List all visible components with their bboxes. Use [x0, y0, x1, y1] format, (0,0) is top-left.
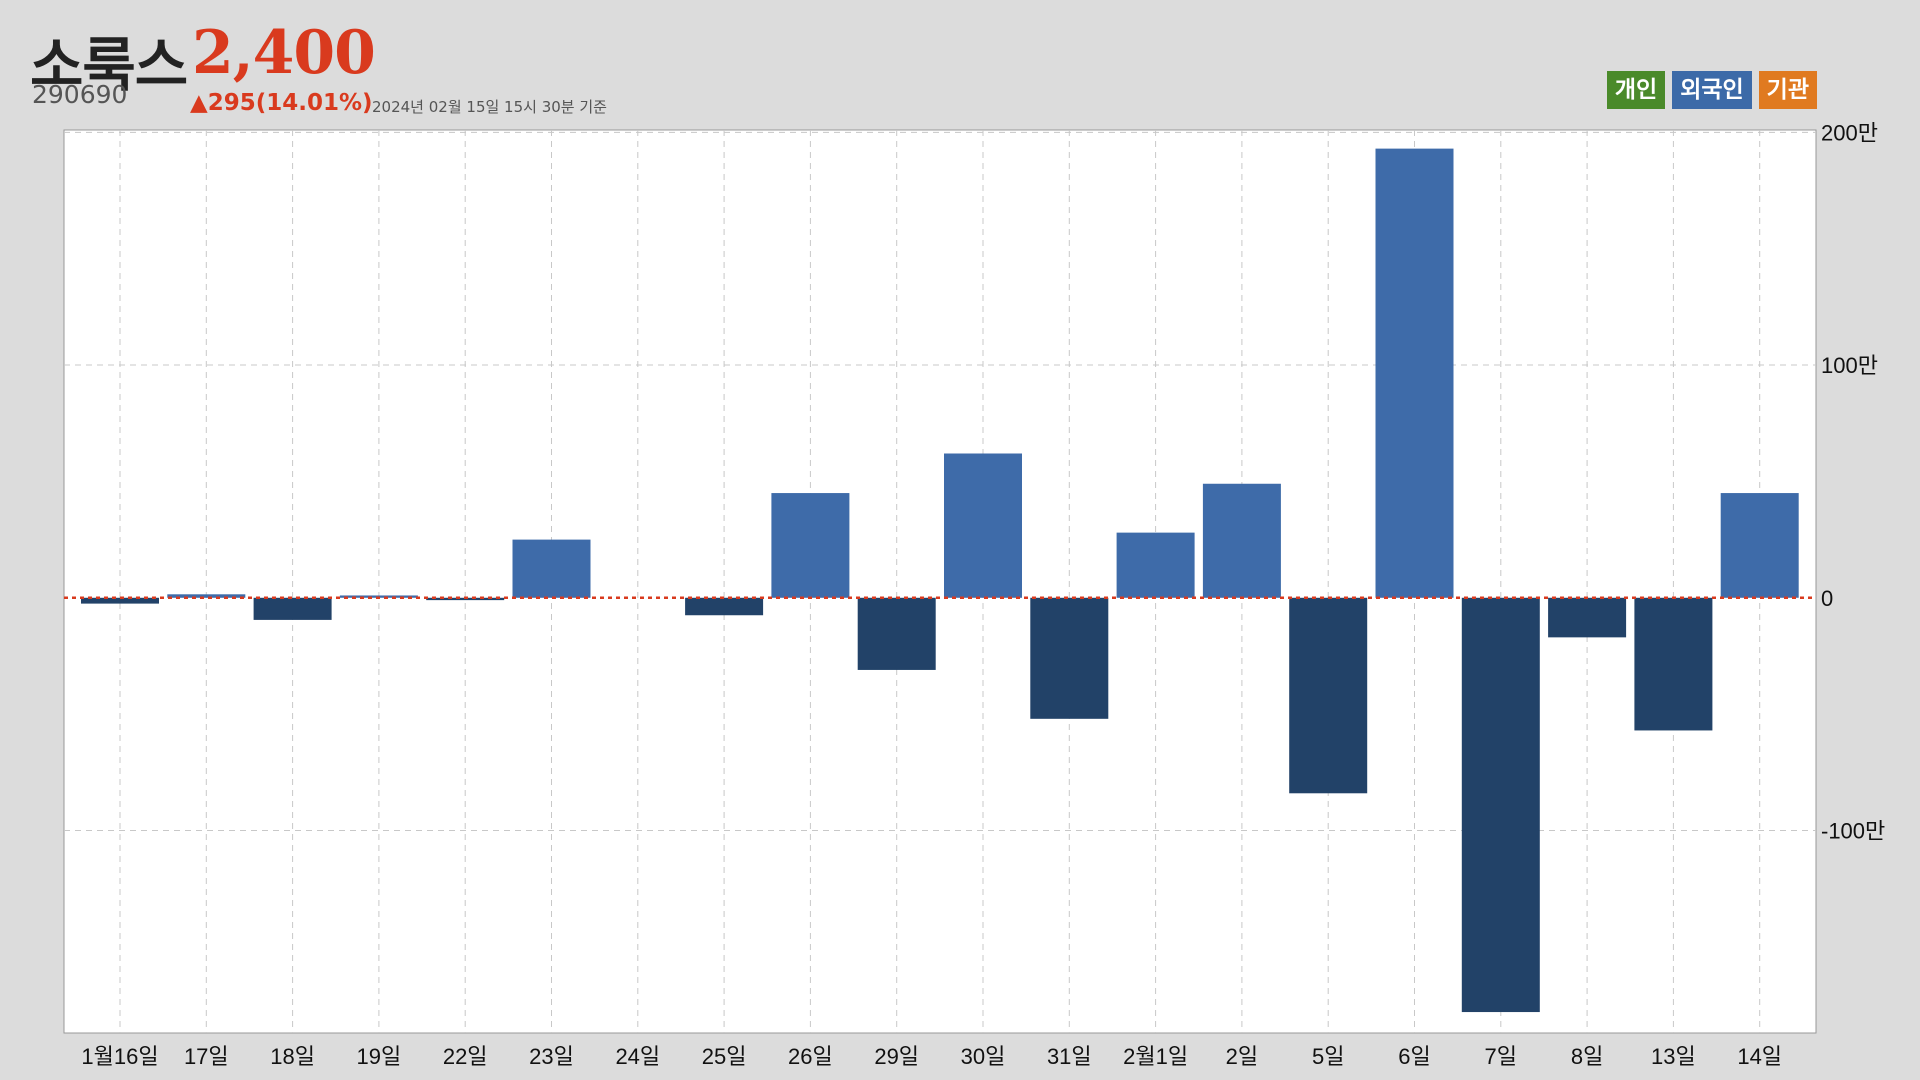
x-tick-label: 25일: [702, 1044, 747, 1069]
stock-name: 소룩스: [30, 31, 188, 99]
axis-labels: 200만 100만 0 -100만 1월16일 17일 18일 19일 22일 23일 24일 25일…: [81, 120, 1885, 1069]
x-tick-label: 2일: [1226, 1044, 1258, 1069]
x-tick-label: 31일: [1047, 1044, 1092, 1069]
bar: [167, 594, 246, 598]
x-tick-label: 5일: [1312, 1044, 1344, 1069]
x-tick-label: 26일: [788, 1044, 833, 1069]
x-tick-label: 30일: [961, 1044, 1006, 1069]
x-tick-label: 6일: [1398, 1044, 1430, 1069]
x-tick-label: 8일: [1571, 1044, 1603, 1069]
bar: [944, 453, 1022, 598]
bar: [1116, 532, 1195, 598]
bars: [64, 148, 1816, 1013]
bar: [253, 597, 332, 620]
bar: [685, 597, 764, 616]
x-tick-label: 2월1일: [1123, 1044, 1188, 1069]
x-tick-label: 14일: [1737, 1044, 1782, 1069]
x-tick-label: 18일: [270, 1044, 315, 1069]
bar: [1289, 597, 1368, 794]
plot-area: [63, 129, 1817, 1034]
legend-foreign[interactable]: 외국인: [1672, 71, 1752, 109]
y-tick-label: 0: [1821, 586, 1833, 611]
y-tick-label: -100만: [1821, 819, 1885, 844]
bar: [1202, 483, 1281, 598]
bar: [1375, 148, 1454, 598]
y-tick-label: 200만: [1821, 120, 1878, 145]
bar: [1720, 493, 1799, 598]
grid-lines: [64, 130, 1816, 1033]
bar: [512, 539, 591, 598]
x-tick-label: 24일: [615, 1044, 660, 1069]
bar: [1634, 597, 1713, 731]
legend: 개인 외국인 기관: [1606, 71, 1817, 109]
x-tick-label: 13일: [1651, 1044, 1696, 1069]
bar: [857, 597, 936, 670]
stock-price: 2,400: [192, 18, 376, 88]
x-tick-label: 7일: [1485, 1044, 1517, 1069]
x-tick-label: 1월16일: [81, 1044, 158, 1069]
stock-change: ▲295(14.01%): [190, 90, 373, 116]
legend-institution[interactable]: 기관: [1758, 71, 1817, 109]
bar: [1461, 597, 1540, 1013]
timestamp: 2024년 02월 15일 15시 30분 기준: [372, 98, 607, 116]
bar: [1030, 597, 1109, 719]
x-tick-label: 23일: [529, 1044, 574, 1069]
y-tick-label: 100만: [1821, 353, 1878, 378]
bar: [771, 493, 850, 598]
x-tick-label: 29일: [874, 1044, 919, 1069]
x-tick-label: 22일: [443, 1044, 488, 1069]
stock-code: 290690: [32, 80, 128, 109]
x-tick-label: 17일: [184, 1044, 229, 1069]
x-tick-label: 19일: [357, 1044, 402, 1069]
legend-individual[interactable]: 개인: [1606, 71, 1666, 109]
bar: [1548, 597, 1627, 638]
bar: [81, 597, 159, 604]
